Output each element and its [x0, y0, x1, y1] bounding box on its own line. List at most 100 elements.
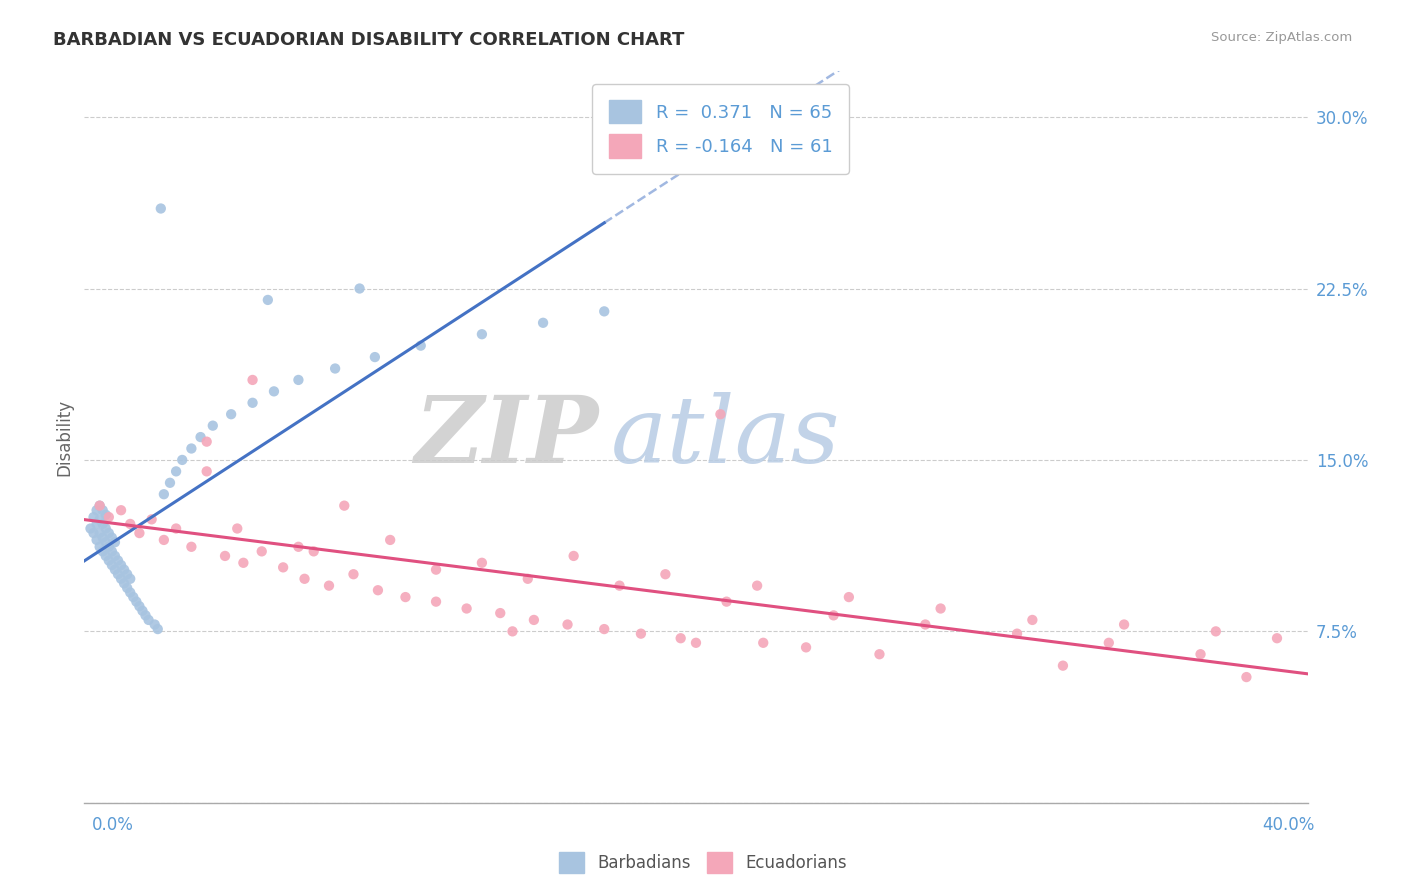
Point — [79, 521, 101, 535]
Point — [823, 608, 845, 623]
Point — [91, 516, 114, 531]
Point — [104, 549, 127, 563]
Point — [471, 327, 494, 342]
Point — [409, 338, 432, 352]
Point — [107, 567, 129, 582]
Point — [125, 595, 148, 609]
Point — [120, 572, 142, 586]
Point — [929, 601, 952, 615]
Point — [747, 579, 769, 593]
Point — [1114, 617, 1136, 632]
Point — [287, 373, 309, 387]
Point — [425, 595, 447, 609]
Point — [201, 418, 224, 433]
Point — [302, 544, 325, 558]
Point — [104, 535, 127, 549]
Point — [456, 601, 478, 615]
Legend: R =  0.371   N = 65, R = -0.164   N = 61: R = 0.371 N = 65, R = -0.164 N = 61 — [592, 84, 849, 174]
Point — [333, 499, 356, 513]
Point — [101, 558, 124, 573]
Point — [83, 510, 105, 524]
Text: Source: ZipAtlas.com: Source: ZipAtlas.com — [1212, 31, 1353, 45]
Point — [165, 521, 187, 535]
Point — [219, 407, 242, 421]
Point — [172, 453, 194, 467]
Point — [94, 508, 117, 522]
Point — [120, 585, 142, 599]
Point — [180, 442, 202, 456]
Point — [94, 535, 117, 549]
Point — [131, 604, 153, 618]
Point — [593, 622, 616, 636]
Text: 40.0%: 40.0% — [1263, 816, 1315, 834]
Point — [128, 526, 150, 541]
Text: atlas: atlas — [610, 392, 839, 482]
Point — [180, 540, 202, 554]
Point — [120, 516, 142, 531]
Point — [153, 487, 176, 501]
Point — [394, 590, 416, 604]
Point — [153, 533, 176, 547]
Point — [89, 499, 111, 513]
Point — [89, 540, 111, 554]
Point — [869, 647, 891, 661]
Point — [122, 590, 145, 604]
Point — [323, 361, 346, 376]
Point — [271, 560, 294, 574]
Point — [86, 516, 108, 531]
Point — [232, 556, 254, 570]
Point — [101, 531, 124, 545]
Point — [263, 384, 285, 399]
Point — [669, 632, 692, 646]
Point — [250, 544, 273, 558]
Point — [97, 510, 120, 524]
Point — [195, 464, 218, 478]
Point — [195, 434, 218, 449]
Point — [364, 350, 387, 364]
Point — [380, 533, 402, 547]
Point — [112, 576, 135, 591]
Text: BARBADIAN VS ECUADORIAN DISABILITY CORRELATION CHART: BARBADIAN VS ECUADORIAN DISABILITY CORRE… — [53, 31, 685, 49]
Y-axis label: Disability: Disability — [55, 399, 73, 475]
Point — [91, 503, 114, 517]
Point — [190, 430, 212, 444]
Point — [115, 581, 138, 595]
Point — [1236, 670, 1258, 684]
Point — [86, 503, 108, 517]
Point — [294, 572, 316, 586]
Point — [516, 572, 538, 586]
Point — [110, 558, 132, 573]
Point — [91, 544, 114, 558]
Point — [143, 617, 166, 632]
Point — [146, 622, 169, 636]
Point — [489, 606, 512, 620]
Text: ZIP: ZIP — [413, 392, 598, 482]
Point — [226, 521, 249, 535]
Point — [502, 624, 524, 639]
Point — [104, 563, 127, 577]
Point — [523, 613, 546, 627]
Point — [86, 533, 108, 547]
Point — [630, 626, 652, 640]
Point — [1265, 632, 1288, 646]
Point — [94, 549, 117, 563]
Point — [110, 572, 132, 586]
Point — [914, 617, 936, 632]
Point — [94, 521, 117, 535]
Legend: Barbadians, Ecuadorians: Barbadians, Ecuadorians — [553, 846, 853, 880]
Point — [97, 553, 120, 567]
Point — [242, 396, 264, 410]
Point — [165, 464, 187, 478]
Point — [1189, 647, 1212, 661]
Point — [115, 567, 138, 582]
Point — [1021, 613, 1043, 627]
Point — [110, 503, 132, 517]
Point — [138, 613, 160, 627]
Point — [349, 281, 371, 295]
Point — [1098, 636, 1121, 650]
Point — [97, 540, 120, 554]
Point — [1052, 658, 1074, 673]
Point — [159, 475, 181, 490]
Point — [557, 617, 579, 632]
Point — [83, 526, 105, 541]
